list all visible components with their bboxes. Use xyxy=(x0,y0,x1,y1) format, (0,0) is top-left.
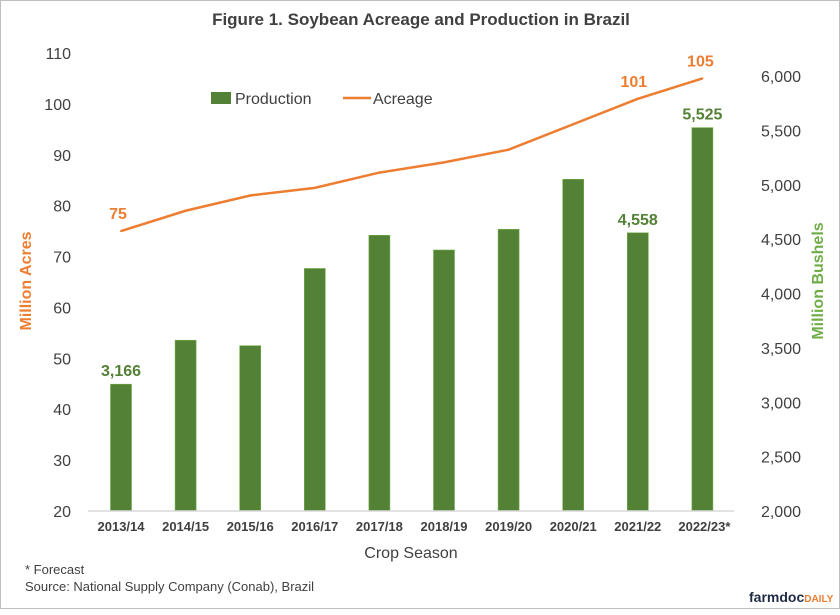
legend-swatch-production xyxy=(211,92,231,104)
right-tick-label: 6,000 xyxy=(761,69,801,86)
right-axis-label: Million Bushels xyxy=(810,222,827,339)
right-tick-label: 5,000 xyxy=(761,178,801,195)
legend: Production Acreage xyxy=(211,91,433,108)
production-bar xyxy=(368,235,391,512)
legend-label-acreage: Acreage xyxy=(373,91,433,108)
left-tick-label: 40 xyxy=(53,402,71,419)
x-tick-label: 2016/17 xyxy=(291,519,338,534)
left-tick-label: 20 xyxy=(53,504,71,521)
left-tick-label: 90 xyxy=(53,148,71,165)
production-data-label: 4,558 xyxy=(618,212,658,229)
left-tick-label: 30 xyxy=(53,453,71,470)
right-tick-label: 4,500 xyxy=(761,232,801,249)
acreage-point xyxy=(636,97,639,100)
left-tick-label: 70 xyxy=(53,250,71,267)
left-tick-label: 100 xyxy=(44,97,71,114)
x-tick-label: 2019/20 xyxy=(485,519,532,534)
farmdoc-logo: farmdocDAILY xyxy=(749,589,834,605)
left-tick-label: 110 xyxy=(45,46,71,63)
acreage-point xyxy=(443,161,445,164)
legend-label-production: Production xyxy=(235,91,312,108)
x-tick-label: 2018/19 xyxy=(421,519,468,534)
acreage-point xyxy=(701,77,704,80)
right-tick-label: 5,500 xyxy=(761,123,801,140)
production-bar xyxy=(174,339,197,512)
acreage-point xyxy=(184,209,187,212)
production-bar xyxy=(562,179,585,512)
right-tick-label: 4,000 xyxy=(761,287,801,304)
acreage-data-label: 101 xyxy=(620,74,647,91)
right-tick-label: 3,500 xyxy=(761,341,801,358)
acreage-point xyxy=(378,171,381,174)
production-data-label: 5,525 xyxy=(682,107,722,124)
x-tick-label: 2015/16 xyxy=(227,519,274,534)
production-bar xyxy=(239,345,261,512)
left-tick-label: 60 xyxy=(53,300,71,317)
production-bar xyxy=(691,127,714,512)
acreage-data-label: 105 xyxy=(687,53,714,70)
x-tick-label: 2017/18 xyxy=(356,519,403,534)
x-tick-label: 2021/22 xyxy=(614,519,661,534)
acreage-point xyxy=(313,186,316,189)
right-tick-label: 2,000 xyxy=(761,504,801,521)
x-axis-label: Crop Season xyxy=(364,545,457,562)
left-tick-label: 80 xyxy=(53,199,71,216)
acreage-data-label: 75 xyxy=(109,206,127,223)
footnote-source: Source: National Supply Company (Conab),… xyxy=(25,579,314,594)
acreage-point xyxy=(249,194,252,197)
chart-title: Figure 1. Soybean Acreage and Production… xyxy=(212,10,630,29)
production-bar xyxy=(110,383,132,512)
production-bar xyxy=(303,268,326,512)
acreage-point xyxy=(572,123,575,126)
production-data-label: 3,166 xyxy=(101,363,141,380)
left-axis-label: Million Acres xyxy=(18,231,35,330)
acreage-point xyxy=(120,230,122,233)
production-bar xyxy=(433,249,455,512)
right-tick-label: 3,000 xyxy=(761,395,801,412)
footnote-forecast: * Forecast xyxy=(25,562,85,577)
production-bar xyxy=(497,229,520,512)
x-tick-label: 2014/15 xyxy=(162,519,209,534)
acreage-point xyxy=(507,148,510,151)
right-tick-label: 2,500 xyxy=(761,450,801,467)
acreage-line xyxy=(120,77,703,233)
x-tick-label: 2020/21 xyxy=(550,519,597,534)
left-tick-label: 50 xyxy=(53,351,71,368)
x-tick-label: 2013/14 xyxy=(98,519,146,534)
x-tick-label: 2022/23* xyxy=(678,519,731,534)
production-bar xyxy=(626,232,649,512)
